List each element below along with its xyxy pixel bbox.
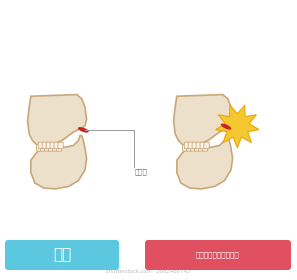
Polygon shape <box>216 105 259 148</box>
FancyBboxPatch shape <box>195 145 200 151</box>
FancyBboxPatch shape <box>50 142 55 149</box>
FancyBboxPatch shape <box>40 145 46 151</box>
FancyBboxPatch shape <box>183 145 188 151</box>
FancyBboxPatch shape <box>58 142 63 149</box>
Ellipse shape <box>78 127 89 133</box>
FancyBboxPatch shape <box>38 142 44 149</box>
FancyBboxPatch shape <box>52 145 58 151</box>
FancyBboxPatch shape <box>5 240 119 270</box>
FancyBboxPatch shape <box>188 142 193 149</box>
FancyBboxPatch shape <box>42 142 48 149</box>
FancyBboxPatch shape <box>145 240 291 270</box>
FancyBboxPatch shape <box>202 145 208 151</box>
FancyBboxPatch shape <box>198 145 204 151</box>
Polygon shape <box>31 136 87 189</box>
Polygon shape <box>173 95 233 145</box>
Ellipse shape <box>221 123 231 130</box>
FancyBboxPatch shape <box>187 145 192 151</box>
FancyBboxPatch shape <box>46 142 51 149</box>
Text: shutterstock.com · 2082480742: shutterstock.com · 2082480742 <box>106 269 190 274</box>
FancyBboxPatch shape <box>204 142 209 149</box>
Polygon shape <box>28 95 87 145</box>
FancyBboxPatch shape <box>200 142 205 149</box>
FancyBboxPatch shape <box>192 142 198 149</box>
FancyBboxPatch shape <box>190 145 196 151</box>
Text: 颞下颌关节素乱综合症: 颞下颌关节素乱综合症 <box>196 252 240 258</box>
Text: 正常: 正常 <box>53 248 71 263</box>
FancyBboxPatch shape <box>54 142 59 149</box>
FancyBboxPatch shape <box>184 142 189 149</box>
Text: 关节盘: 关节盘 <box>135 168 148 175</box>
FancyBboxPatch shape <box>56 145 61 151</box>
FancyBboxPatch shape <box>37 145 42 151</box>
FancyBboxPatch shape <box>45 145 50 151</box>
Polygon shape <box>177 136 233 189</box>
FancyBboxPatch shape <box>196 142 201 149</box>
FancyBboxPatch shape <box>48 145 54 151</box>
